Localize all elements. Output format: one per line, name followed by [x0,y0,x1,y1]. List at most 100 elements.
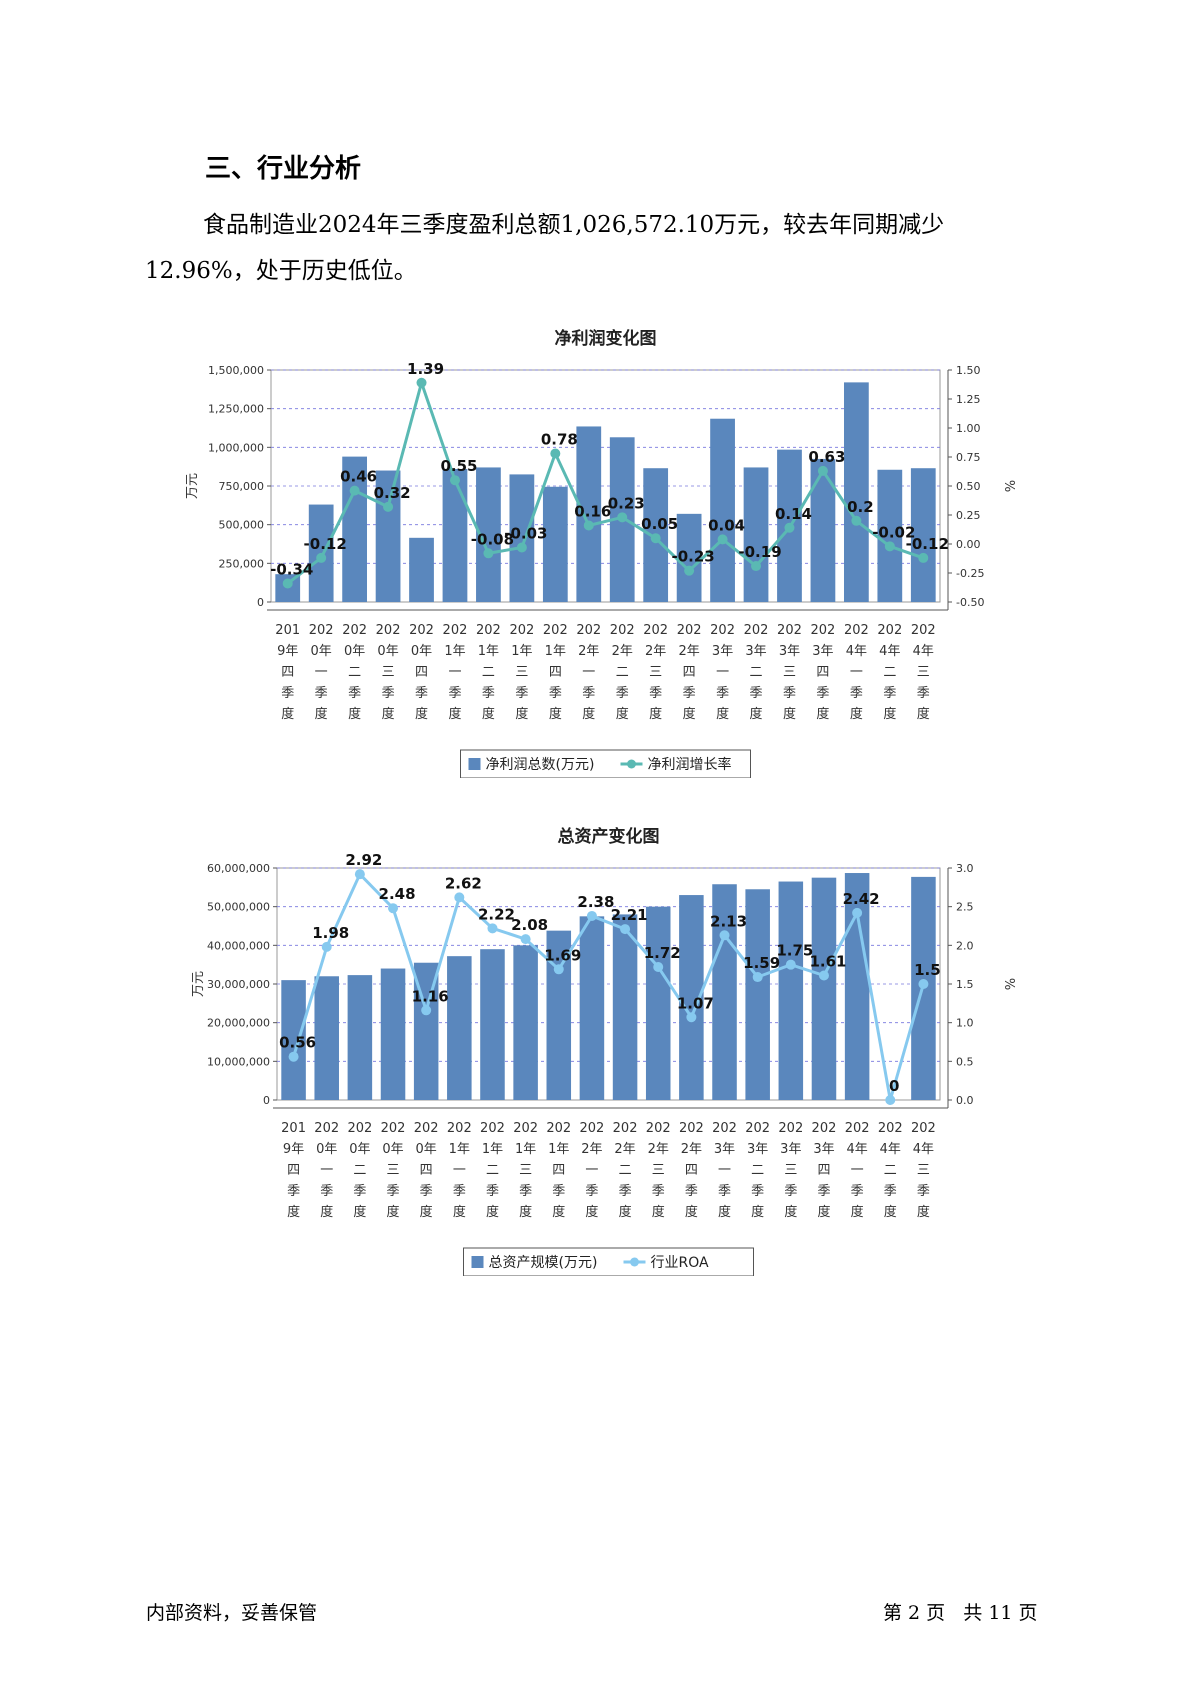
data-label: -0.34 [270,560,313,578]
x-tick-label: 一 [851,1163,864,1178]
data-label: -0.02 [872,523,915,541]
legend-bar-swatch [471,1256,484,1268]
data-label: 0.16 [574,502,611,520]
footer-confidential: 内部资料，妥善保管 [146,1602,318,1624]
x-tick-label: 三 [783,665,796,680]
data-label: 1.61 [809,952,846,970]
y2-tick-label: 2.5 [956,901,974,914]
x-tick-label: 三 [519,1163,532,1178]
data-label: 2.62 [445,874,482,892]
x-tick-label: 0年 [377,644,398,659]
x-tick-label: 度 [348,706,361,722]
x-tick-label: 202 [347,1121,372,1136]
x-tick-label: 三 [784,1163,797,1178]
x-tick-label: 度 [652,1204,665,1220]
x-tick-label: 202 [745,1121,770,1136]
line-point [884,541,895,552]
bar [375,470,401,602]
x-tick-label: 度 [783,706,796,722]
x-tick-label: 度 [482,706,495,722]
line-point [416,377,427,388]
line-point [918,979,929,989]
bar [745,889,770,1100]
bar [480,949,505,1100]
x-tick-label: 一 [448,665,461,680]
y-tick-label: 60,000,000 [207,862,270,875]
bar [409,537,434,602]
x-tick-label: 度 [716,706,729,722]
x-tick-label: 三 [382,665,395,680]
x-tick-label: 度 [281,706,294,722]
bar [877,469,903,602]
x-tick-label: 202 [314,1121,339,1136]
x-tick-label: 202 [309,623,334,638]
data-label: -0.23 [672,548,715,566]
y-tick-label: 30,000,000 [207,978,270,991]
data-label: 1.5 [914,961,941,979]
line-point [316,552,327,563]
x-tick-label: 202 [777,623,802,638]
x-tick-label: 202 [744,623,769,638]
data-label: -0.19 [738,543,781,561]
y2-axis-title: % [1001,978,1016,990]
x-tick-label: 202 [911,1121,936,1136]
chart-title: 净利润变化图 [555,328,657,349]
y-tick-label: 1,500,000 [208,364,264,377]
x-tick-label: 度 [515,706,528,722]
x-tick-label: 季 [320,1184,333,1199]
bar [676,513,702,602]
x-tick-label: 202 [610,623,635,638]
x-tick-label: 9年 [277,644,298,659]
x-tick-label: 度 [917,706,930,722]
x-tick-label: 四 [415,665,428,680]
x-tick-label: 202 [844,623,869,638]
line-point [752,972,763,983]
data-label: 0.04 [708,516,745,534]
x-tick-label: 二 [348,665,361,680]
x-tick-label: 度 [917,1204,930,1220]
x-tick-label: 三 [649,665,662,680]
data-label: -0.12 [906,535,949,553]
plot-area [270,369,941,603]
bar [347,975,373,1100]
chart-title: 总资产变化图 [558,826,660,847]
data-label: 2.13 [710,912,747,930]
x-tick-label: 度 [415,706,428,722]
legend [460,749,751,778]
x-tick-label: 二 [486,1163,499,1178]
data-label: 1.39 [407,360,444,378]
x-tick-label: 季 [519,1184,532,1199]
x-tick-label: 2年 [578,644,599,659]
x-tick-label: 3年 [779,644,800,659]
line-point [449,475,460,486]
bar [314,976,339,1100]
x-tick-label: 三 [652,1163,665,1178]
x-tick-label: 0年 [382,1142,403,1157]
x-tick-label: 季 [420,1184,433,1199]
x-tick-label: 4年 [913,644,934,659]
data-label: 2.48 [379,885,416,903]
y2-tick-label: 0.50 [956,480,981,493]
x-tick-label: 1年 [515,1142,536,1157]
x-tick-label: 四 [552,1163,565,1178]
bar [579,916,605,1100]
x-tick-label: 四 [549,665,562,680]
x-tick-label: 一 [718,1163,731,1178]
bar [712,884,737,1100]
line-point [282,578,293,589]
x-tick-label: 季 [315,686,328,701]
bar [281,980,306,1100]
x-tick-label: 季 [582,686,595,701]
x-tick-label: 202 [677,623,702,638]
x-tick-label: 度 [619,1204,632,1220]
x-tick-label: 202 [443,623,468,638]
line-point [617,512,628,523]
summary-text: 食品制造业2024年三季度盈利总额1,026,572.10万元，较去年同期减少1… [145,212,945,284]
x-tick-label: 季 [515,686,528,701]
x-tick-label: 1年 [548,1142,569,1157]
y2-tick-label: 1.50 [956,364,981,377]
y2-tick-label: 0.0 [956,1094,974,1107]
x-tick-label: 季 [619,1184,632,1199]
x-tick-label: 一 [320,1163,333,1178]
x-tick-label: 202 [480,1121,505,1136]
